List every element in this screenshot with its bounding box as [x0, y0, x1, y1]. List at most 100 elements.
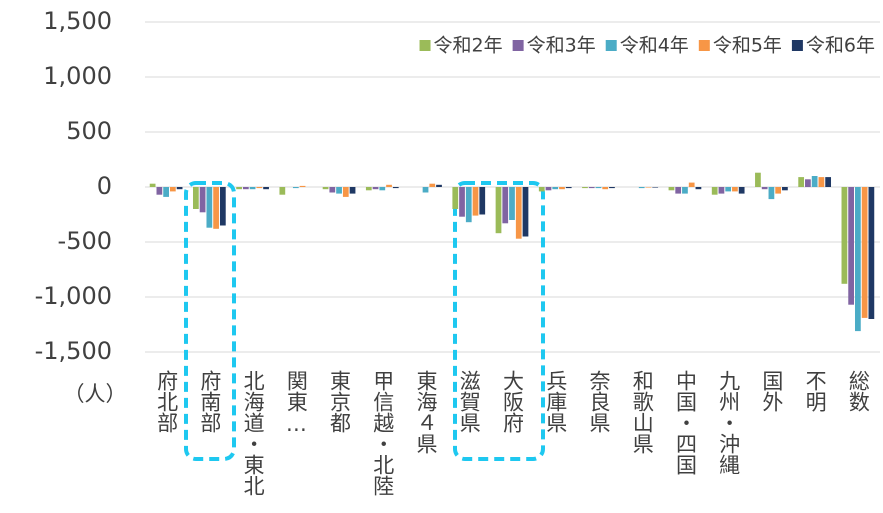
bar: [329, 187, 336, 193]
bar: [372, 187, 379, 190]
bar: [768, 187, 775, 200]
legend-swatch: [698, 40, 710, 51]
y-unit: （人）: [64, 382, 127, 406]
bar: [236, 187, 242, 190]
bar: [638, 187, 645, 189]
bar: [711, 187, 718, 195]
bar: [668, 187, 675, 191]
bar: [422, 187, 429, 193]
bar: [495, 187, 502, 234]
y-tick-label: 0: [97, 172, 112, 200]
x-tick-label: 中国・四国: [673, 370, 697, 475]
bar: [452, 187, 459, 209]
bar: [219, 187, 226, 226]
bar: [861, 187, 868, 318]
x-tick-label: 総数: [846, 370, 870, 412]
legend-swatch: [419, 40, 431, 51]
x-tick-label: 兵庫県: [544, 370, 568, 433]
bar: [336, 187, 342, 194]
bar: [479, 187, 486, 215]
highlight-box: [453, 181, 545, 461]
bar: [515, 187, 522, 239]
bar: [538, 187, 545, 192]
bar: [755, 172, 761, 187]
bar: [841, 187, 848, 284]
bar: [588, 187, 595, 189]
x-tick-label: 関東…: [284, 370, 308, 436]
y-tick-label: 1,500: [43, 7, 112, 35]
x-tick-label: 大阪府: [501, 370, 525, 433]
y-tick-label: 1,000: [43, 62, 112, 90]
x-tick-label: 東京都: [328, 370, 352, 433]
bar: [825, 177, 832, 187]
bar: [472, 187, 479, 216]
bar: [349, 187, 356, 194]
legend-swatch: [791, 40, 803, 51]
bar: [645, 187, 652, 188]
legend-label: 令和6年: [806, 35, 875, 57]
bar: [688, 182, 695, 187]
bar: [868, 187, 875, 319]
bar: [299, 185, 306, 187]
bar: [855, 187, 861, 332]
x-tick-label: 滋賀県: [457, 370, 481, 433]
x-tick-label: 東海４県: [414, 370, 438, 454]
legend-swatch: [512, 40, 524, 51]
x-tick-label: 九州・沖縄: [717, 370, 741, 475]
bar: [379, 187, 386, 191]
bar: [782, 187, 788, 191]
bar: [249, 187, 256, 190]
x-tick-label: 国外: [760, 370, 784, 412]
bar: [169, 187, 176, 192]
bar: [156, 187, 163, 195]
bar: [805, 179, 811, 187]
bar: [818, 177, 825, 187]
bar: [192, 187, 199, 209]
bar: [502, 187, 509, 224]
bar: [263, 187, 269, 190]
bar: [811, 176, 818, 187]
x-tick-label: 北海道・東北: [241, 370, 265, 496]
bar: [163, 187, 169, 197]
bar: [602, 187, 609, 190]
x-tick-label: 甲信越・北陸: [371, 370, 395, 496]
y-tick-label: -1,500: [35, 337, 112, 365]
bar: [718, 187, 725, 194]
bar: [429, 183, 436, 187]
bar: [213, 187, 219, 229]
bar: [509, 187, 515, 220]
bar: [775, 187, 782, 194]
bar: [176, 187, 183, 190]
bar: [695, 187, 702, 190]
bar: [595, 187, 602, 189]
bar: [256, 187, 263, 189]
bar: [199, 187, 206, 213]
bar: [459, 187, 465, 217]
bar: [365, 187, 372, 191]
x-tick-label: 奈良県: [587, 370, 611, 433]
legend-label: 令和4年: [620, 35, 689, 57]
bar: [652, 187, 659, 188]
legend-label: 令和5年: [713, 35, 782, 57]
bar: [761, 187, 768, 190]
bar: [386, 184, 392, 187]
x-tick-label: 不明: [803, 370, 827, 412]
bar: [465, 187, 472, 223]
x-tick-label: 府南部: [198, 370, 222, 433]
bar: [522, 187, 529, 237]
legend-label: 令和3年: [527, 35, 596, 57]
y-tick-label: -500: [58, 227, 112, 255]
bar: [279, 187, 286, 195]
bar: [322, 187, 329, 190]
highlight-box: [184, 181, 236, 461]
x-tick-label: 和歌山県: [630, 370, 654, 454]
bar: [342, 187, 349, 197]
bar: [149, 183, 156, 187]
legend-label: 令和2年: [434, 35, 503, 57]
bar: [206, 187, 213, 228]
bar: [609, 187, 615, 189]
bar: [732, 187, 738, 192]
bar: [725, 187, 732, 192]
legend-swatch: [605, 40, 617, 51]
